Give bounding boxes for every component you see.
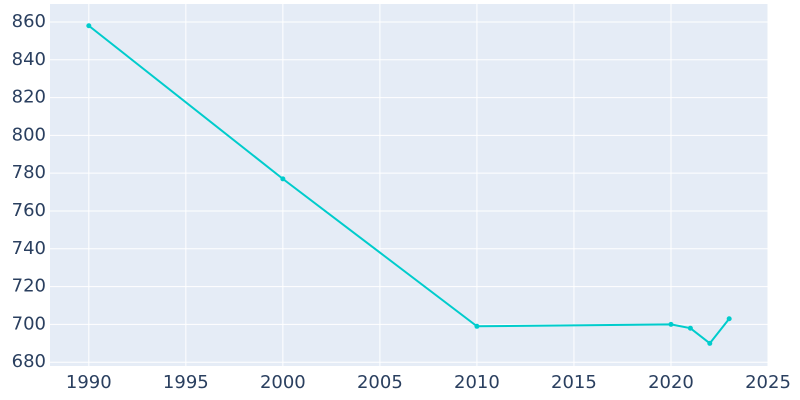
y-tick-label: 860	[12, 11, 46, 32]
x-tick-label: 1990	[66, 372, 112, 393]
y-tick-label: 680	[12, 351, 46, 372]
x-tick-label: 2010	[454, 372, 500, 393]
plot-area	[50, 4, 768, 366]
point	[280, 176, 286, 182]
point	[687, 325, 693, 331]
x-tick-label: 2020	[648, 372, 694, 393]
x-tick-label: 2005	[357, 372, 403, 393]
point	[668, 321, 674, 327]
y-tick-label: 720	[12, 276, 46, 297]
point	[474, 323, 480, 329]
point	[707, 340, 713, 346]
y-tick-label: 820	[12, 87, 46, 108]
x-tick-label: 2025	[745, 372, 791, 393]
y-tick-label: 740	[12, 238, 46, 259]
point	[726, 316, 732, 322]
y-tick-label: 840	[12, 49, 46, 70]
y-tick-label: 700	[12, 313, 46, 334]
point	[86, 23, 92, 29]
x-tick-label: 1995	[163, 372, 209, 393]
y-tick-label: 800	[12, 124, 46, 145]
x-tick-label: 2015	[551, 372, 597, 393]
y-tick-label: 780	[12, 162, 46, 183]
x-tick-label: 2000	[260, 372, 306, 393]
y-tick-label: 760	[12, 200, 46, 221]
